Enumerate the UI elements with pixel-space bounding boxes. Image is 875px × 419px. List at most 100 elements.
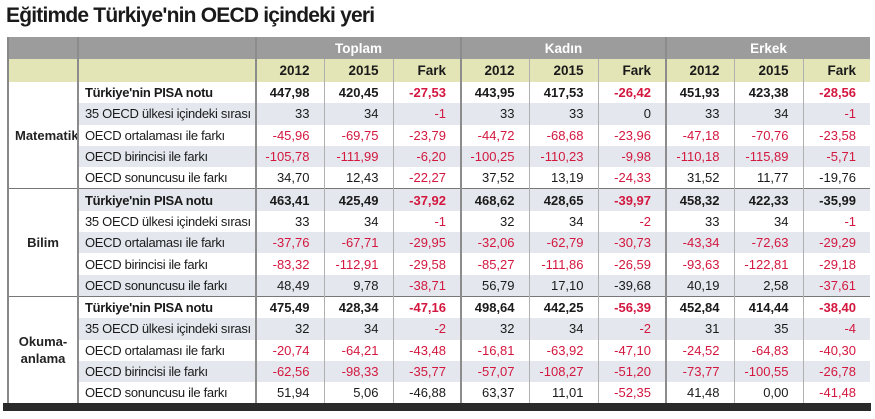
blank-header (7, 59, 78, 82)
value-cell: 35 (733, 318, 804, 340)
value-cell: -38,40 (802, 295, 871, 319)
value-cell: 34 (323, 318, 393, 340)
section-label: Okuma-anlama (7, 295, 78, 404)
value-cell: -64,83 (733, 339, 804, 361)
table-row: OECD sonuncusu ile farkı 34,70 12,43 -22,27… (8, 167, 871, 189)
value-cell: -30,73 (597, 232, 667, 254)
value-cell: 475,49 (255, 295, 324, 319)
value-cell: 0 (597, 103, 667, 125)
value-cell: -67,71 (323, 232, 393, 254)
value-cell: 458,32 (665, 188, 735, 211)
table-row: Matematik Türkiye'nin PISA notu 447,98 420,… (7, 82, 871, 189)
value-cell: -1 (802, 210, 871, 233)
value-cell: -85,27 (460, 253, 530, 275)
value-cell: 2,58 (733, 274, 804, 297)
value-cell: -110,18 (665, 145, 735, 168)
group-header-toplam: Toplam (254, 37, 462, 59)
table-row: OECD ortalaması ile farkı -45,96 -69,75 -23… (8, 124, 871, 146)
row-label: Türkiye'nin PISA notu (77, 82, 256, 104)
value-cell: -29,29 (802, 232, 871, 254)
column-header-2015: 2015 (528, 59, 599, 82)
value-cell: 31,52 (665, 167, 735, 189)
value-cell: 9,78 (323, 274, 393, 297)
column-header-2015: 2015 (733, 59, 804, 82)
value-cell: 11,01 (528, 382, 599, 404)
column-header-2012: 2012 (665, 59, 735, 82)
value-cell: 34 (733, 103, 804, 125)
value-cell: 34 (733, 210, 804, 233)
row-label: Türkiye'nin PISA notu (77, 188, 256, 211)
value-cell: -26,59 (597, 253, 667, 275)
value-cell: -24,33 (597, 167, 667, 189)
value-cell: 48,49 (255, 274, 324, 297)
value-cell: -26,78 (802, 360, 871, 383)
value-cell: 414,44 (733, 295, 804, 319)
value-cell: -70,76 (733, 124, 804, 146)
value-cell: -47,16 (392, 295, 462, 319)
value-cell: -5,71 (802, 145, 871, 168)
table-row: OECD birincisi ile farkı -62,56 -98,33 -35,… (8, 360, 871, 383)
row-label: OECD birincisi ile farkı (77, 145, 256, 168)
value-cell: 33 (255, 210, 324, 233)
value-cell: -16,81 (460, 339, 530, 361)
value-cell: 11,77 (733, 167, 804, 189)
column-header-fark: Fark (802, 59, 871, 82)
value-cell: -35,77 (392, 360, 462, 383)
value-cell: 51,94 (255, 382, 324, 404)
value-cell: -110,23 (528, 145, 599, 168)
value-cell: -6,20 (392, 145, 462, 168)
value-cell: -51,20 (597, 360, 667, 383)
value-cell: 12,43 (323, 167, 393, 189)
value-cell: 423,38 (733, 82, 804, 104)
value-cell: -26,42 (597, 82, 667, 104)
column-header-fark: Fark (597, 59, 667, 82)
value-cell: -1 (392, 103, 462, 125)
column-header-2012: 2012 (460, 59, 530, 82)
value-cell: -64,21 (323, 339, 393, 361)
value-cell: 451,93 (665, 82, 735, 104)
value-cell: 37,52 (460, 167, 530, 189)
value-cell: 468,62 (460, 188, 530, 211)
value-cell: -38,71 (392, 274, 462, 297)
row-label: 35 OECD ülkesi içindeki sırası (77, 103, 256, 125)
value-cell: 33 (665, 210, 735, 233)
value-cell: -105,78 (255, 145, 324, 168)
value-cell: 34 (323, 210, 393, 233)
pisa-table: Toplam Kadın Erkek 2012 2015 Fark 2012 2015 F… (7, 37, 871, 404)
value-cell: 40,19 (665, 274, 735, 297)
value-cell: 452,84 (665, 295, 735, 319)
value-cell: -39,97 (597, 188, 667, 211)
value-cell: 442,25 (528, 295, 599, 319)
value-cell: 56,79 (460, 274, 530, 297)
value-cell: -43,48 (392, 339, 462, 361)
value-cell: -56,39 (597, 295, 667, 319)
value-cell: -98,33 (323, 360, 393, 383)
value-cell: -41,48 (802, 382, 871, 404)
value-cell: -111,99 (323, 145, 393, 168)
value-cell: -29,95 (392, 232, 462, 254)
table-row: OECD ortalaması ile farkı -37,76 -67,71 -29… (8, 232, 871, 254)
value-cell: -37,61 (802, 274, 871, 297)
value-cell: -47,18 (665, 124, 735, 146)
group-header-kadin: Kadın (460, 37, 667, 59)
value-cell: -52,35 (597, 382, 667, 404)
value-cell: -20,74 (255, 339, 324, 361)
value-cell: 34 (323, 103, 393, 125)
value-cell: 428,34 (323, 295, 393, 319)
value-cell: 63,37 (460, 382, 530, 404)
value-cell: 417,53 (528, 82, 599, 104)
table-row: Okuma-anlama Türkiye'nin PISA notu 475,49 4… (7, 295, 871, 404)
value-cell: -73,77 (665, 360, 735, 383)
value-cell: -57,07 (460, 360, 530, 383)
value-cell: 32 (460, 318, 530, 340)
value-cell: -62,56 (255, 360, 324, 383)
year-header-row: 2012 2015 Fark 2012 2015 Fark 2012 2015 Fark (7, 59, 871, 82)
value-cell: -112,91 (323, 253, 393, 275)
row-label: OECD ortalaması ile farkı (77, 339, 256, 361)
table-row: OECD birincisi ile farkı -105,78 -111,99 -6… (8, 145, 871, 168)
value-cell: -2 (392, 318, 462, 340)
value-cell: 420,45 (323, 82, 393, 104)
value-cell: -23,79 (392, 124, 462, 146)
value-cell: 41,48 (665, 382, 735, 404)
